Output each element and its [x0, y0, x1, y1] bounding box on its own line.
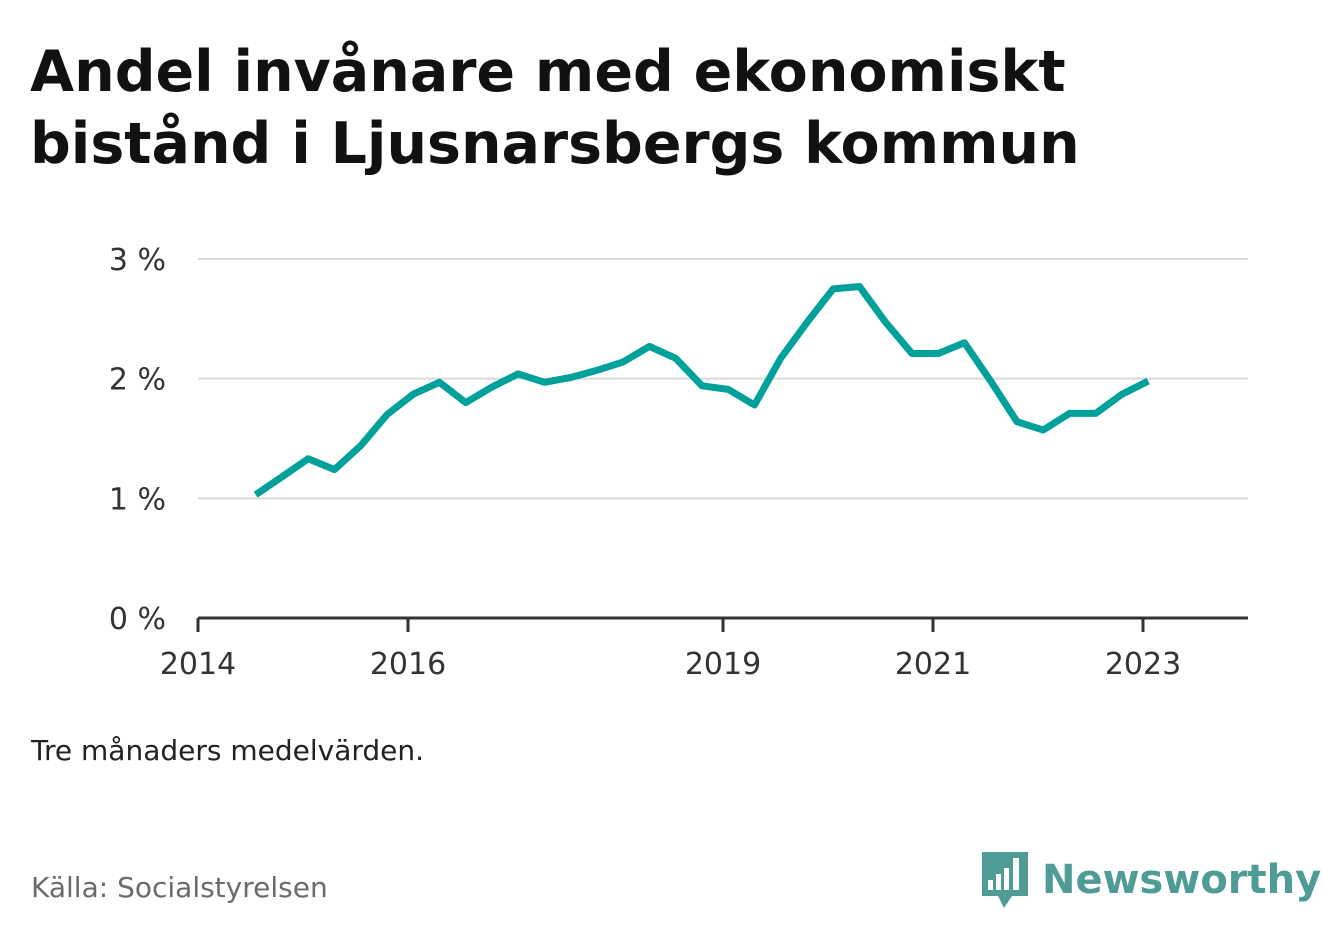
y-tick-label: 3 %	[109, 243, 166, 278]
chart-title: Andel invånare med ekonomiskt bistånd i …	[30, 39, 1080, 177]
source-text: Källa: Socialstyrelsen	[31, 871, 328, 904]
x-tick-label: 2023	[1105, 647, 1181, 682]
x-tick-label: 2016	[370, 647, 446, 682]
bar-chart-speech-bubble-icon	[982, 852, 1028, 908]
brand-logo: Newsworthy	[980, 850, 1321, 910]
brand-name: Newsworthy	[1042, 857, 1322, 903]
series-line	[253, 283, 1150, 498]
line-chart: 0 % 1 % 2 % 3 % 2014 2016 2019 2021 2023	[109, 243, 1248, 682]
series-layer	[253, 283, 1150, 498]
x-tick-label: 2014	[160, 647, 236, 682]
chart-note: Tre månaders medelvärden.	[31, 734, 425, 767]
x-tick-label: 2021	[895, 647, 971, 682]
x-tick-label: 2019	[685, 647, 761, 682]
y-tick-label: 1 %	[109, 482, 166, 517]
gridlines	[198, 258, 1248, 500]
y-tick-label: 0 %	[109, 602, 166, 637]
x-axis: 2014 2016 2019 2021 2023	[160, 616, 1248, 682]
y-tick-label: 2 %	[109, 363, 166, 398]
y-axis-ticks: 0 % 1 % 2 % 3 %	[109, 243, 166, 637]
